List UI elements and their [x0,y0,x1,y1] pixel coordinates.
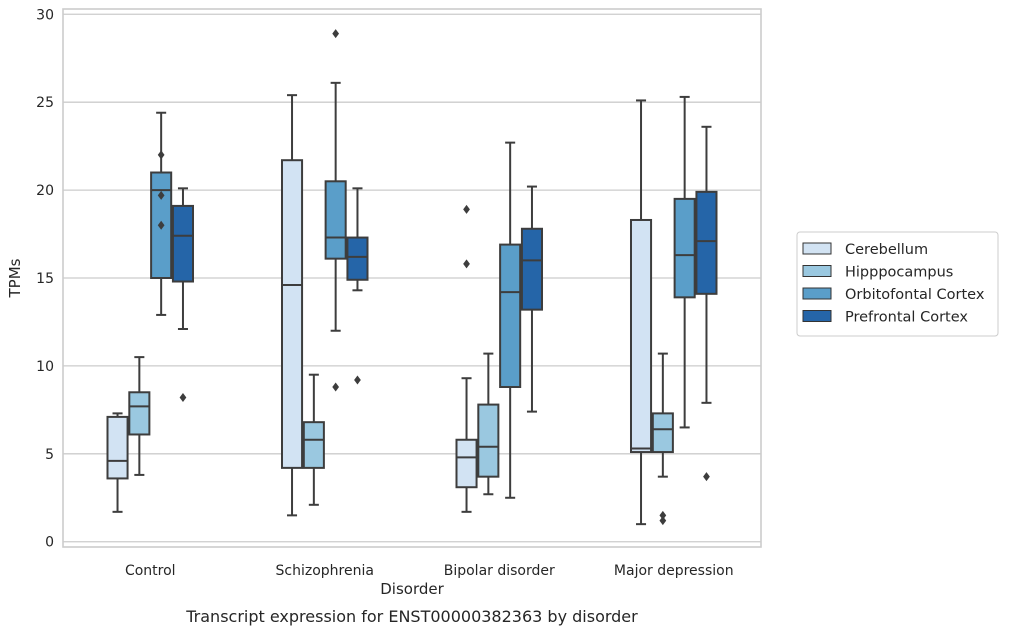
legend-swatch [802,310,832,322]
box-body [499,243,522,389]
outlier-point [157,220,165,230]
box-body [280,159,304,469]
box-cerebellum [629,99,653,526]
x-tick-label: Schizophrenia [276,563,374,579]
plot-area [62,8,762,548]
boxes [106,29,718,526]
box-hipppocampus [477,352,500,496]
y-axis-ticks: 0 5 10 15 20 25 30 [36,7,54,550]
chart-caption: Transcript expression for ENST0000038236… [185,607,638,626]
legend-frame [796,231,999,337]
outlier-point [332,382,340,392]
outlier-point [157,150,165,160]
outlier-point [659,510,667,520]
box-body [477,403,500,478]
outlier-point [332,29,340,39]
y-tick-label: 10 [36,359,54,375]
y-tick-label: 30 [36,7,54,23]
x-tick-label: Major depression [614,563,734,579]
legend-label: Hipppocampus [845,265,953,281]
box-body [520,227,544,311]
box-body [324,180,347,260]
box-body [673,197,696,299]
box-prefrontal-cortex [520,185,544,413]
box-body [651,412,674,454]
box-prefrontal-cortex [695,125,718,482]
box-cerebellum [106,412,129,513]
y-tick-label: 0 [45,535,54,551]
y-tick-label: 5 [45,447,54,463]
x-axis-label: Disorder [380,580,444,598]
box-orbitofontal-cortex [324,29,347,392]
x-axis-ticks: Control Schizophrenia Bipolar disorder Majo… [125,563,734,579]
box-hipppocampus [651,352,674,526]
outlier-point [157,190,165,200]
box-body [106,415,129,480]
box-orbitofontal-cortex [673,95,696,429]
x-tick-label: Bipolar disorder [444,563,555,579]
outlier-point [179,393,187,403]
box-body [302,421,325,469]
legend-swatch [802,242,832,255]
box-hipppocampus [128,356,151,476]
box-prefrontal-cortex [171,187,195,403]
outlier-point [463,259,470,269]
outlier-point [659,516,667,526]
box-orbitofontal-cortex [499,141,522,499]
box-body [629,218,653,454]
y-tick-label: 25 [36,95,54,111]
legend-label: Cerebellum [845,242,928,258]
legend-swatch [802,287,832,300]
legend: Cerebellum Hipppocampus Orbitofontal Corte… [796,231,999,337]
box-cerebellum [455,204,478,513]
box-body [171,204,195,283]
box-body [128,391,151,436]
outlier-point [463,204,470,214]
box-body [455,438,478,489]
box-hipppocampus [302,373,325,506]
legend-swatch [802,265,832,277]
x-tick-label: Control [125,563,176,579]
y-tick-label: 15 [36,271,54,287]
box-body [346,236,369,281]
box-prefrontal-cortex [346,187,369,385]
box-cerebellum [280,94,304,517]
box-body [695,190,718,295]
y-axis-label: TPMs [6,258,24,298]
legend-label: Orbitofontal Cortex [845,287,985,303]
legend-label: Prefrontal Cortex [845,310,968,326]
y-tick-label: 20 [36,183,54,199]
outlier-point [354,375,361,385]
outlier-point [703,472,710,482]
box-orbitofontal-cortex [150,111,173,316]
